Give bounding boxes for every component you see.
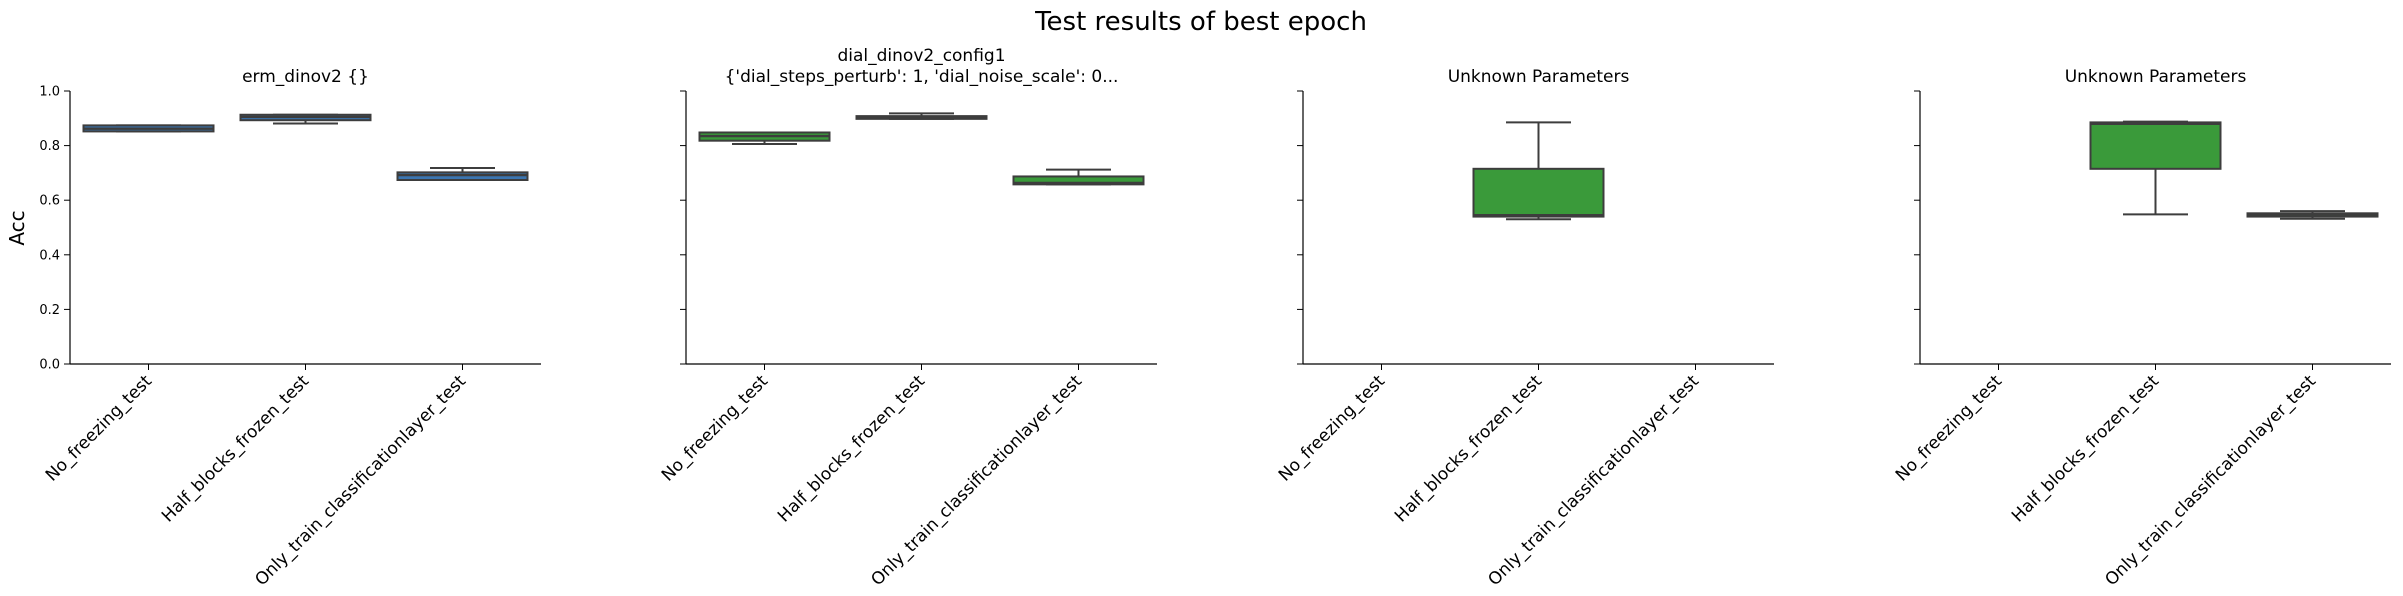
y-tick-label: 1.0 <box>39 85 60 100</box>
box-Only_train_classificationlayer_test <box>396 166 529 181</box>
box-No_freezing_test <box>698 131 831 145</box>
box-Half_blocks_frozen_test <box>1472 121 1605 221</box>
x-tick-label: No_freezing_test <box>1892 371 2006 485</box>
x-tick-label: Half_blocks_frozen_test <box>158 371 313 526</box>
subplot-title: {'dial_steps_perturb': 1, 'dial_noise_sc… <box>725 67 1119 87</box>
subplot-3: Unknown Parameters No_freezing_test Half_b… <box>1275 67 1774 590</box>
subplot-2: dial_dinov2_config1{'dial_steps_perturb'… <box>658 46 1157 590</box>
box-body <box>1472 167 1605 218</box>
x-tick-label: No_freezing_test <box>1275 371 1389 485</box>
box-Half_blocks_frozen_test <box>855 112 988 120</box>
subplot-title: Unknown Parameters <box>1448 67 1630 87</box>
y-tick-label: 0.2 <box>39 303 60 318</box>
subplot-4: Unknown Parameters No_freezing_test Half_b… <box>1892 67 2391 590</box>
subplot-title: Unknown Parameters <box>2065 67 2247 87</box>
box-body <box>2089 121 2222 170</box>
box-body <box>1012 175 1145 186</box>
x-tick-label: Half_blocks_frozen_test <box>774 371 929 526</box>
figure-title: Test results of best epoch <box>1034 7 1367 37</box>
x-tick-label: Half_blocks_frozen_test <box>1391 371 1546 526</box>
x-tick-label: No_freezing_test <box>658 371 772 485</box>
subplot-1: erm_dinov2 {} 0.0 0.2 0.4 0.6 0.8 1.0 No_freezi… <box>39 67 541 590</box>
subplot-grid: erm_dinov2 {} 0.0 0.2 0.4 0.6 0.8 1.0 No_freezi… <box>39 46 2391 590</box>
box-Only_train_classificationlayer_test <box>1012 168 1145 186</box>
x-tick-label: Half_blocks_frozen_test <box>2008 371 2163 526</box>
x-tick-label: No_freezing_test <box>42 371 156 485</box>
box-Half_blocks_frozen_test <box>239 113 372 125</box>
y-tick-label: 0.8 <box>39 139 60 154</box>
y-tick-label: 0.4 <box>39 248 60 263</box>
y-tick-label: 0.0 <box>39 358 60 373</box>
y-tick-label: 0.6 <box>39 194 60 209</box>
box-Only_train_classificationlayer_test <box>2246 210 2379 220</box>
box-No_freezing_test <box>82 124 215 133</box>
subplot-title: erm_dinov2 {} <box>242 67 369 87</box>
subplot-title: dial_dinov2_config1 <box>837 46 1005 66</box>
y-axis-label: Acc <box>5 210 29 245</box>
box-Half_blocks_frozen_test <box>2089 120 2222 216</box>
